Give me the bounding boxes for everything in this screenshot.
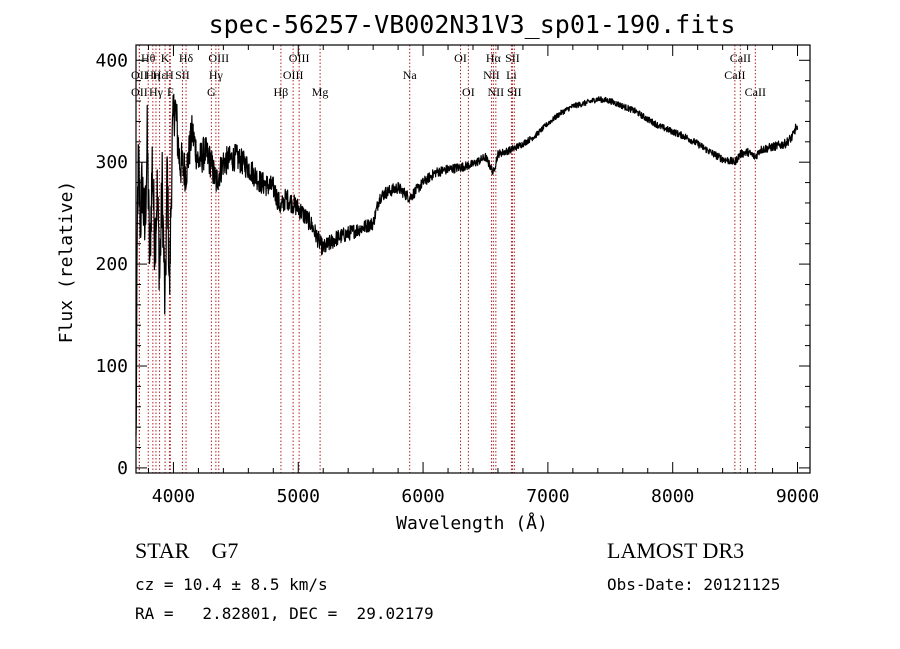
line-marker-label: Hη: [145, 68, 160, 82]
line-marker-label: NII: [483, 68, 500, 82]
x-tick-label: 7000: [526, 486, 569, 507]
line-marker-label: G: [207, 85, 216, 99]
line-marker-label: SII: [505, 51, 520, 65]
line-marker-label: Hθ: [141, 51, 156, 65]
line-marker-label: Hα: [486, 51, 502, 65]
y-tick-label: 400: [95, 50, 128, 71]
axis-ticks: [136, 45, 810, 473]
y-tick-label: 0: [117, 458, 128, 479]
ra-dec-coordinates: RA = 2.82801, DEC = 29.02179: [135, 604, 434, 623]
line-marker-label: F: [167, 85, 174, 99]
line-marker-label: OI: [454, 51, 467, 65]
y-axis-label: Flux (relative): [56, 181, 77, 344]
line-marker-label: K: [161, 51, 170, 65]
line-marker-label: Hε: [153, 68, 167, 82]
line-marker-label: Hβ: [274, 85, 289, 99]
line-marker-label: OI: [462, 85, 475, 99]
object-classification: STAR G7: [135, 538, 238, 564]
line-marker-label: Li: [506, 68, 517, 82]
line-marker-label: OII: [131, 68, 148, 82]
survey-name: LAMOST DR3: [607, 538, 745, 563]
x-axis-label: Wavelength (Å): [396, 512, 548, 534]
spectrum-line: [135, 93, 799, 436]
x-tick-label: 4000: [152, 486, 195, 507]
redshift-cz: cz = 10.4 ± 8.5 km/s: [135, 575, 328, 594]
line-marker-label: Na: [403, 68, 418, 82]
line-marker-label: SII: [507, 85, 522, 99]
x-tick-label: 6000: [401, 486, 444, 507]
x-tick-label: 8000: [651, 486, 694, 507]
x-tick-label: 9000: [776, 486, 819, 507]
emission-line-markers: [138, 45, 756, 473]
object-type: STAR: [135, 538, 190, 563]
chart-title: spec-56257-VB002N31V3_sp01-190.fits: [209, 10, 736, 39]
line-marker-label: SII: [175, 68, 190, 82]
line-marker-label: NII: [488, 85, 505, 99]
y-tick-label: 300: [95, 152, 128, 173]
line-marker-label: CaII: [724, 68, 745, 82]
line-marker-label: OIII: [208, 51, 229, 65]
object-subclass: G7: [211, 538, 239, 563]
line-marker-label: OII: [131, 85, 148, 99]
axis-tick-labels: 4000 5000 6000 7000 8000 9000 0 100 200 300 400: [95, 50, 819, 507]
line-marker-label: Hγ: [209, 68, 224, 82]
y-tick-label: 200: [95, 254, 128, 275]
plot-frame: [135, 44, 811, 474]
line-marker-label: Mg: [312, 85, 329, 99]
line-marker-label: CaII: [745, 85, 766, 99]
line-marker-label: Hγ: [149, 85, 164, 99]
line-marker-label: CaII: [730, 51, 751, 65]
line-marker-label: OIII: [289, 51, 310, 65]
x-tick-label: 5000: [277, 486, 320, 507]
observation-date: Obs-Date: 20121125: [607, 575, 781, 594]
y-tick-label: 100: [95, 356, 128, 377]
line-marker-label: OIII: [283, 68, 304, 82]
line-marker-label: Hδ: [179, 51, 194, 65]
line-marker-label: H: [165, 68, 174, 82]
